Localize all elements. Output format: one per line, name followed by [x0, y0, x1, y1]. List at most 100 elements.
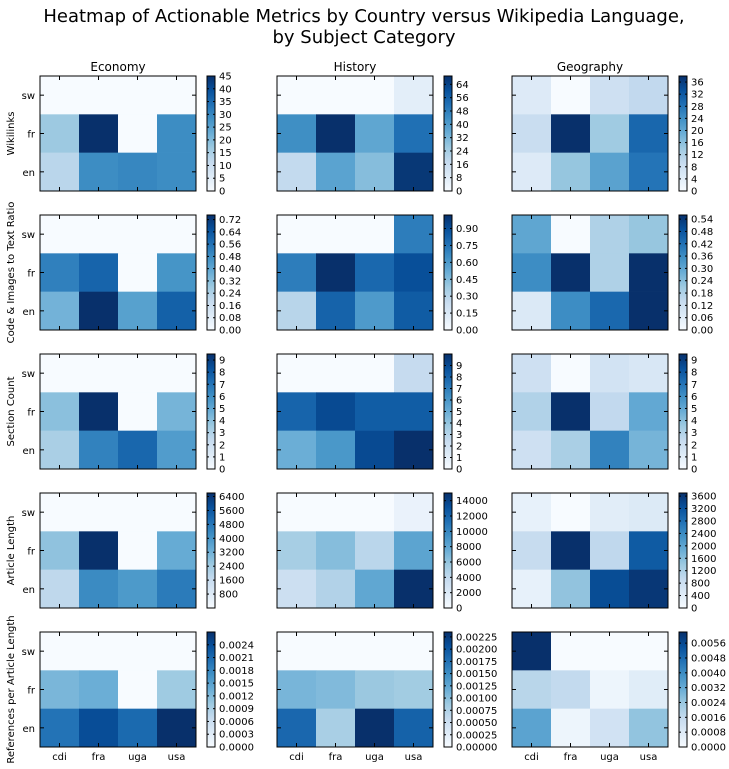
heatmap-cell [118, 152, 158, 192]
colorbar-tick-label: 0.00 [219, 326, 241, 337]
colorbar-tick-label: 0.0015 [219, 679, 254, 690]
colorbar-tick-label: 0.45 [456, 275, 478, 286]
colorbar-tick-label: 8 [691, 368, 697, 379]
colorbar [678, 631, 688, 748]
colorbar-tick-label: 0.00225 [456, 632, 497, 643]
heatmap-cell [40, 670, 80, 709]
heatmap-cell [629, 253, 669, 292]
heatmap-cell [79, 569, 119, 609]
heatmap-cell [118, 708, 158, 748]
heatmap-cell [277, 152, 317, 192]
heatmap-cell [551, 291, 591, 331]
colorbar-tick-label: 0.48 [691, 227, 713, 238]
colorbar-tick-label: 0.0012 [219, 691, 254, 702]
colorbar-tick-label: 4 [691, 416, 697, 427]
colorbar-tick-label: 0.0003 [219, 730, 254, 741]
heatmap-cell [355, 215, 395, 254]
heatmap-cell [590, 354, 630, 393]
heatmap-cell [629, 291, 669, 331]
heatmap-cell [355, 291, 395, 331]
colorbar-tick-label: 9 [456, 361, 462, 372]
heatmap-cell [551, 253, 591, 292]
heatmap-cell [590, 291, 630, 331]
y-tick-label: en [23, 168, 36, 179]
colorbar-tick-label: 0 [456, 465, 462, 476]
colorbar-tick-label: 0 [456, 604, 462, 615]
colorbar-tick-label: 0.0040 [691, 668, 726, 679]
colorbar-tick-label: 0 [691, 465, 697, 476]
colorbar-tick-label: 6400 [219, 492, 244, 503]
heatmap-panel-references-per-article-length-geography: cdi fra uga usa 0.0000 0.0008 0.0016 0.0024 0.00… [511, 631, 726, 763]
heatmap-cell [79, 76, 119, 115]
column-title-economy: Economy [90, 60, 145, 74]
heatmap-cell [629, 632, 669, 671]
colorbar-tick-label: 5 [219, 404, 225, 415]
heatmap-cell [394, 114, 434, 153]
colorbar-tick-label: 8000 [456, 542, 481, 553]
heatmap-cell [590, 114, 630, 153]
colorbar-tick-label: 0 [219, 465, 225, 476]
heatmap-cell [551, 493, 591, 532]
colorbar-tick-label: 0.00100 [456, 694, 497, 705]
y-tick-label: sw [22, 230, 35, 241]
heatmap-cell [40, 354, 80, 393]
heatmap-cell [157, 152, 197, 192]
heatmap-cell [118, 215, 158, 254]
heatmap-cell [157, 531, 197, 570]
colorbar-tick-label: 400 [691, 591, 710, 602]
colorbar-tick-label: 45 [219, 72, 232, 83]
heatmap-cell [316, 291, 356, 331]
colorbar-tick-label: 28 [691, 102, 704, 113]
heatmap-cell [551, 152, 591, 192]
colorbar-tick-label: 7 [219, 380, 225, 391]
heatmap-cell [40, 215, 80, 254]
chart-title-line2: by Subject Category [272, 27, 455, 48]
heatmap-cell [79, 531, 119, 570]
heatmap-cell [277, 253, 317, 292]
heatmap-cell [629, 76, 669, 115]
colorbar-tick-label: 48 [456, 107, 469, 118]
heatmap-cell [355, 632, 395, 671]
heatmap-cell [629, 215, 669, 254]
colorbar-tick-label: 0.54 [691, 215, 713, 226]
colorbar-tick-label: 0.48 [219, 252, 241, 263]
heatmap-cell [316, 215, 356, 254]
colorbar [206, 631, 216, 748]
colorbar-tick-label: 12000 [456, 512, 488, 523]
heatmap-cell [40, 531, 80, 570]
colorbar-tick-label: 0.15 [456, 309, 478, 320]
colorbar-tick-label: 0.00 [456, 326, 478, 337]
heatmap-panel-code-images-to-text-ratio-economy: sw fr en 0.00 0.080.160.24 0.320.400.480.56 0.… [22, 214, 241, 337]
column-title-history: History [334, 60, 377, 74]
colorbar [443, 631, 453, 748]
colorbar-tick-label: 16 [691, 138, 704, 149]
row-label-4: References per Article Length [6, 615, 17, 763]
heatmap-cell [355, 392, 395, 431]
heatmap-cell [79, 354, 119, 393]
x-tick-label: fra [564, 752, 578, 763]
heatmap-cell [355, 569, 395, 609]
heatmap-cell [512, 670, 552, 709]
colorbar-tick-label: 0.00200 [456, 645, 497, 656]
colorbar-tick-label: 2000 [456, 588, 481, 599]
colorbar-tick-label: 5 [691, 404, 697, 415]
heatmap-cell [590, 253, 630, 292]
y-tick-label: en [23, 307, 36, 318]
colorbar-tick-label: 3200 [691, 504, 716, 515]
heatmap-cell [551, 531, 591, 570]
colorbar-tick-label: 0.60 [456, 258, 478, 269]
heatmap-cell [355, 531, 395, 570]
y-tick-label: fr [27, 686, 36, 697]
colorbar-tick-label: 0.00 [691, 326, 713, 337]
heatmap-cell [394, 670, 434, 709]
heatmap-cell [157, 215, 197, 254]
heatmap-cell [157, 493, 197, 532]
heatmap-cell [394, 430, 434, 470]
colorbar-tick-label: 0.0024 [219, 640, 254, 651]
colorbar-tick-label: 3 [456, 430, 462, 441]
colorbar-tick-label: 1600 [219, 576, 244, 587]
colorbar-tick-label: 6 [691, 392, 697, 403]
heatmap-cell [40, 152, 80, 192]
